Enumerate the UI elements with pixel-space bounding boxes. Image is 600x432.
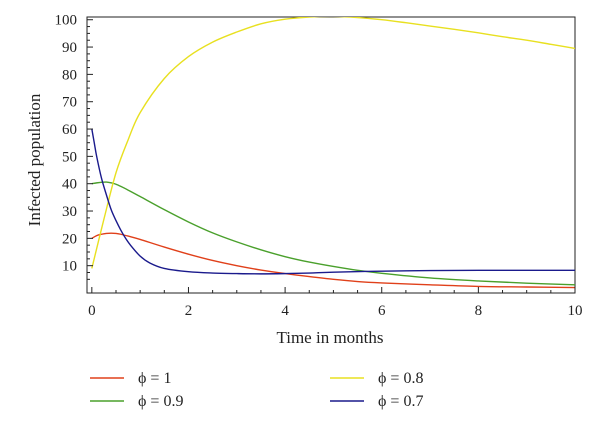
legend-item: ϕ = 0.9	[90, 393, 183, 410]
legend-label: ϕ = 0.7	[378, 393, 423, 410]
legend-item: ϕ = 1	[90, 370, 171, 387]
y-tick-label: 40	[62, 177, 77, 193]
legend-item: ϕ = 0.7	[330, 393, 423, 410]
y-tick-label: 30	[62, 204, 77, 220]
legend-label: ϕ = 1	[138, 370, 171, 387]
y-tick-label: 80	[62, 67, 77, 83]
y-tick-label: 100	[55, 13, 78, 29]
series-line-1	[91, 232, 575, 289]
legend: ϕ = 1 ϕ = 0.9 ϕ = 0.8 ϕ = 0.7	[90, 370, 423, 410]
x-tick-label: 10	[568, 303, 583, 319]
series-line-3	[91, 17, 575, 269]
series-layer	[91, 17, 575, 289]
series-line-2	[91, 181, 575, 286]
legend-label: ϕ = 0.9	[138, 393, 183, 410]
y-tick-label: 50	[62, 149, 77, 165]
x-tick-label: 0	[88, 303, 96, 319]
legend-item: ϕ = 0.8	[330, 370, 423, 387]
axes-layer: 0 2 4 6 8 10 10 20 30 40 50 60 70 80 90 100	[55, 13, 583, 319]
x-tick-label: 8	[475, 303, 483, 319]
x-tick-label: 4	[281, 303, 289, 319]
y-tick-label: 10	[62, 259, 77, 275]
y-tick-label: 20	[62, 231, 77, 247]
plot-area	[86, 16, 576, 294]
y-tick-label: 70	[62, 95, 77, 111]
plot-frame	[86, 16, 576, 294]
x-tick-label: 2	[185, 303, 193, 319]
x-axis-title: Time in months	[276, 328, 383, 347]
legend-label: ϕ = 0.8	[378, 370, 423, 387]
series-line-4	[91, 128, 575, 275]
y-tick-label: 90	[62, 40, 77, 56]
x-tick-label: 6	[378, 303, 386, 319]
y-tick-label: 60	[62, 122, 77, 138]
y-axis-title: Infected population	[25, 93, 44, 226]
